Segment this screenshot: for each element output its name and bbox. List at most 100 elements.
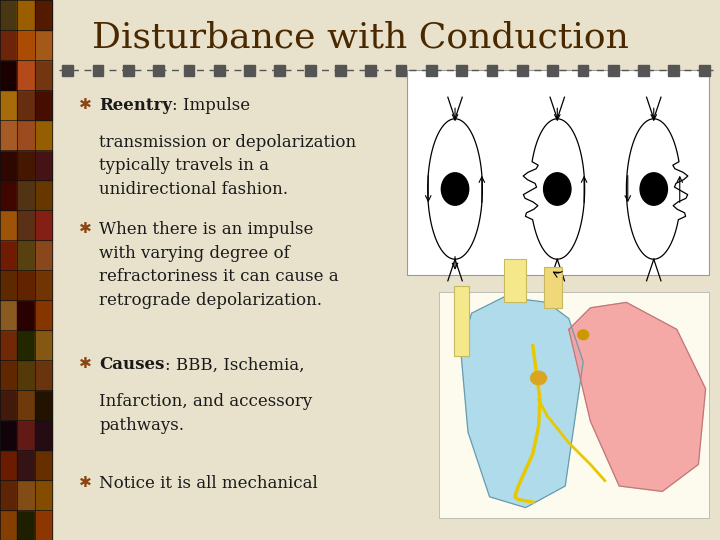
Bar	[17, 510, 35, 540]
Bar	[305, 65, 315, 76]
Bar	[0, 60, 17, 90]
Bar	[17, 450, 35, 480]
Bar	[35, 90, 52, 120]
Bar	[0, 210, 17, 240]
Text: ✱: ✱	[78, 356, 91, 372]
Bar	[0, 360, 17, 390]
Bar	[17, 360, 35, 390]
Bar	[0, 300, 17, 330]
Text: Disturbance with Conduction: Disturbance with Conduction	[91, 21, 629, 55]
Polygon shape	[461, 297, 583, 508]
Bar	[17, 150, 35, 180]
Bar	[123, 65, 134, 76]
Text: ✱: ✱	[78, 97, 91, 112]
Bar	[439, 292, 709, 518]
Bar	[638, 65, 649, 76]
Text: A: A	[428, 72, 438, 85]
Bar	[0, 120, 17, 150]
Bar	[517, 65, 528, 76]
Bar	[0, 180, 17, 210]
Text: ✱: ✱	[78, 221, 91, 237]
Bar	[35, 300, 52, 330]
Bar	[35, 480, 52, 510]
Bar	[17, 390, 35, 420]
Text: α: α	[409, 184, 415, 194]
Bar	[487, 65, 498, 76]
Bar	[456, 65, 467, 76]
Bar	[35, 420, 52, 450]
Bar	[504, 259, 526, 302]
Ellipse shape	[441, 173, 469, 205]
Bar	[35, 60, 52, 90]
Ellipse shape	[544, 173, 571, 205]
Polygon shape	[569, 302, 706, 491]
Bar	[35, 360, 52, 390]
Bar	[17, 60, 35, 90]
Bar	[17, 0, 35, 30]
Bar	[0, 480, 17, 510]
Ellipse shape	[578, 330, 589, 340]
Bar	[35, 510, 52, 540]
Bar	[0, 420, 17, 450]
Bar	[17, 420, 35, 450]
Text: When there is an impulse
with varying degree of
refractoriness it can cause a
re: When there is an impulse with varying de…	[99, 221, 339, 309]
Bar	[608, 65, 618, 76]
Text: transmission or depolarization
typically travels in a
unidirectional fashion.: transmission or depolarization typically…	[99, 134, 356, 198]
Bar	[0, 450, 17, 480]
Bar	[35, 210, 52, 240]
Bar	[577, 65, 588, 76]
Bar	[0, 150, 17, 180]
Text: C: C	[626, 72, 636, 85]
Bar	[35, 450, 52, 480]
Text: Causes: Causes	[99, 356, 165, 373]
Bar	[335, 65, 346, 76]
Text: Notice it is all mechanical: Notice it is all mechanical	[99, 475, 318, 492]
Ellipse shape	[640, 173, 667, 205]
Bar	[35, 150, 52, 180]
Bar	[547, 65, 558, 76]
Bar	[544, 267, 562, 308]
Text: : BBB, Ischemia,: : BBB, Ischemia,	[165, 356, 305, 373]
Bar	[35, 0, 52, 30]
Bar	[244, 65, 255, 76]
Text: Reentry: Reentry	[99, 97, 172, 114]
Bar	[668, 65, 679, 76]
Ellipse shape	[531, 372, 546, 384]
Bar	[17, 240, 35, 270]
Text: ✱: ✱	[78, 475, 91, 490]
Text: : Impulse: : Impulse	[172, 97, 251, 114]
Bar	[0, 30, 17, 60]
Bar	[698, 65, 709, 76]
Bar	[454, 286, 469, 356]
Bar	[17, 120, 35, 150]
Bar	[0, 0, 17, 30]
Bar	[407, 70, 709, 275]
Bar	[0, 90, 17, 120]
Bar	[274, 65, 285, 76]
Bar	[0, 240, 17, 270]
Text: β: β	[495, 184, 501, 194]
Bar	[365, 65, 376, 76]
Bar	[62, 65, 73, 76]
Bar	[17, 180, 35, 210]
Bar	[35, 120, 52, 150]
Text: Infarction, and accessory
pathways.: Infarction, and accessory pathways.	[99, 393, 312, 434]
Bar	[17, 210, 35, 240]
Bar	[17, 480, 35, 510]
Bar	[426, 65, 437, 76]
Bar	[153, 65, 164, 76]
Bar	[17, 300, 35, 330]
Bar	[35, 270, 52, 300]
Bar	[0, 390, 17, 420]
Bar	[0, 510, 17, 540]
Bar	[0, 270, 17, 300]
Bar	[35, 240, 52, 270]
Bar	[17, 270, 35, 300]
Bar	[35, 390, 52, 420]
Bar	[35, 330, 52, 360]
Bar	[17, 90, 35, 120]
Bar	[17, 30, 35, 60]
Bar	[184, 65, 194, 76]
Bar	[214, 65, 225, 76]
Bar	[0, 330, 17, 360]
